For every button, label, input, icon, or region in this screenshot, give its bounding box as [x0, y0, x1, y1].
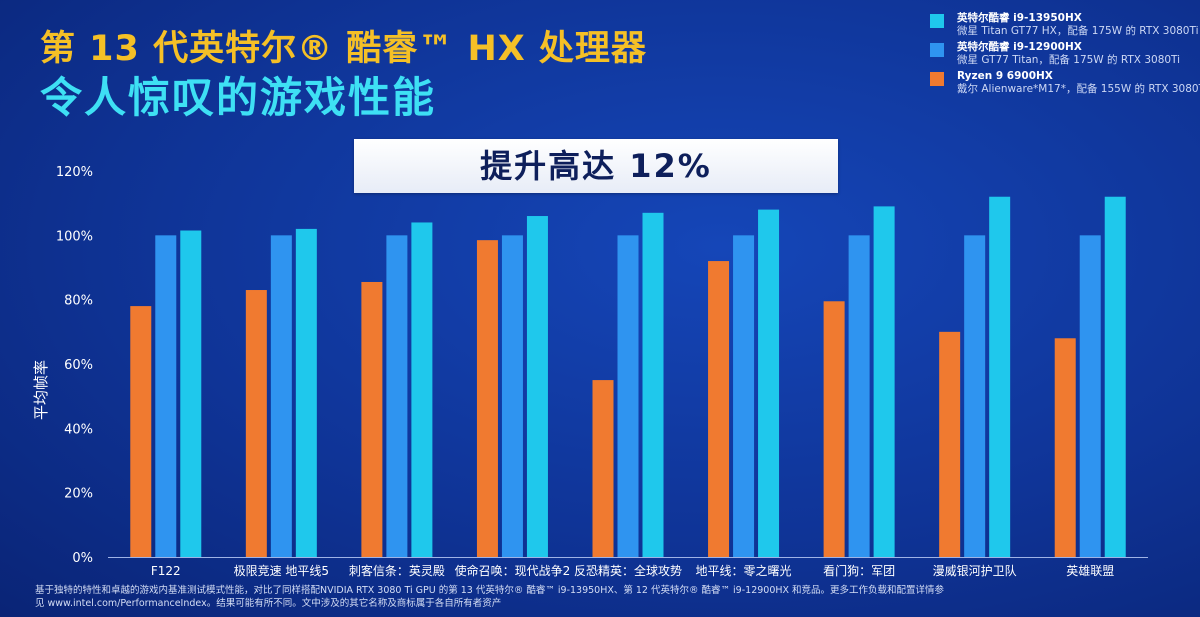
bar-i9-12900hx [270, 235, 292, 558]
chart-legend: 英特尔酷睿 i9-13950HX 微星 Titan GT77 HX，配备 175… [930, 12, 1200, 99]
x-tick-label: F122 [151, 564, 181, 578]
legend-swatch [930, 14, 944, 28]
legend-item-i9-13950hx: 英特尔酷睿 i9-13950HX 微星 Titan GT77 HX，配备 175… [930, 12, 1199, 38]
legend-name: 英特尔酷睿 i9-13950HX [957, 12, 1082, 24]
page-title-line1: 第 13 代英特尔® 酷睿™ HX 处理器 [40, 29, 647, 69]
bar-i9-12900hx [155, 235, 177, 558]
bar-ryzen-6900hx [939, 331, 961, 557]
page-title-line2: 令人惊叹的游戏性能 [40, 73, 437, 122]
x-tick-label: 刺客信条：英灵殿 [349, 563, 445, 578]
y-tick-label: 120% [56, 165, 93, 180]
bar-ryzen-6900hx [245, 290, 267, 557]
legend-swatch [930, 43, 944, 57]
legend-item-i9-12900hx: 英特尔酷睿 i9-12900HX 微星 GT77 Titan，配备 175W 的… [930, 41, 1198, 67]
banner-text: 提升高达 12% [480, 147, 712, 185]
x-tick-label: 漫威银河护卫队 [933, 563, 1017, 578]
bar-i9-12900hx [733, 235, 755, 558]
footnote-line2: 见 www.intel.com/PerformanceIndex。结果可能有所不… [35, 598, 502, 609]
bar-i9-12900hx [617, 235, 639, 558]
x-tick-label: 极限竞速 地平线5 [234, 564, 329, 578]
bar-i9-13950hx [526, 216, 548, 558]
bar-i9-12900hx [1079, 235, 1101, 558]
bar-ryzen-6900hx [130, 306, 152, 557]
bar-i9-13950hx [411, 222, 433, 557]
bar-i9-12900hx [386, 235, 408, 558]
y-tick-label: 0% [72, 551, 93, 566]
y-tick-label: 100% [56, 229, 93, 244]
x-tick-label: 看门狗：军团 [823, 563, 895, 578]
bar-i9-13950hx [873, 206, 895, 557]
footnote: 基于独特的特性和卓越的游戏内基准测试模式性能，对比了同样搭配NVIDIA RTX… [35, 584, 1035, 610]
bar-i9-13950hx [1104, 196, 1126, 557]
y-axis-label: 平均帧率 [32, 360, 50, 420]
y-tick-label: 60% [64, 358, 93, 373]
y-tick-label: 20% [64, 487, 93, 502]
bar-ryzen-6900hx [592, 380, 614, 557]
x-tick-label: 反恐精英：全球攻势 [574, 563, 682, 578]
legend-desc: 戴尔 Alienware*M17*，配备 155W 的 RTX 3080Ti [957, 83, 1200, 95]
bar-i9-13950hx [295, 228, 317, 557]
bar-i9-13950hx [758, 209, 780, 557]
bar-ryzen-6900hx [361, 281, 383, 557]
bar-i9-13950hx [642, 212, 664, 558]
bar-ryzen-6900hx [708, 261, 730, 557]
footnote-line1: 基于独特的特性和卓越的游戏内基准测试模式性能，对比了同样搭配NVIDIA RTX… [35, 585, 945, 596]
legend-item-ryzen-6900hx: Ryzen 9 6900HX 戴尔 Alienware*M17*，配备 155W… [930, 70, 1200, 96]
bar-i9-12900hx [848, 235, 870, 558]
bar-ryzen-6900hx [476, 240, 498, 558]
y-tick-label: 80% [64, 294, 93, 309]
bar-i9-12900hx [964, 235, 986, 558]
bar-i9-13950hx [180, 230, 202, 557]
x-tick-label: 地平线：零之曙光 [696, 564, 792, 578]
x-tick-label: 英雄联盟 [1066, 563, 1114, 578]
x-tick-label: 使命召唤：现代战争2 [455, 563, 571, 578]
legend-desc: 微星 GT77 Titan，配备 175W 的 RTX 3080Ti [957, 54, 1181, 66]
legend-desc: 微星 Titan GT77 HX，配备 175W 的 RTX 3080Ti [957, 25, 1199, 37]
bar-ryzen-6900hx [1054, 338, 1076, 557]
legend-name: Ryzen 9 6900HX [957, 70, 1053, 82]
bar-ryzen-6900hx [823, 301, 845, 557]
performance-banner: 提升高达 12% [354, 139, 838, 193]
bar-i9-12900hx [501, 235, 523, 558]
bar-i9-13950hx [989, 196, 1011, 557]
y-tick-label: 40% [64, 422, 93, 437]
legend-name: 英特尔酷睿 i9-12900HX [957, 41, 1082, 53]
legend-swatch [930, 72, 944, 86]
